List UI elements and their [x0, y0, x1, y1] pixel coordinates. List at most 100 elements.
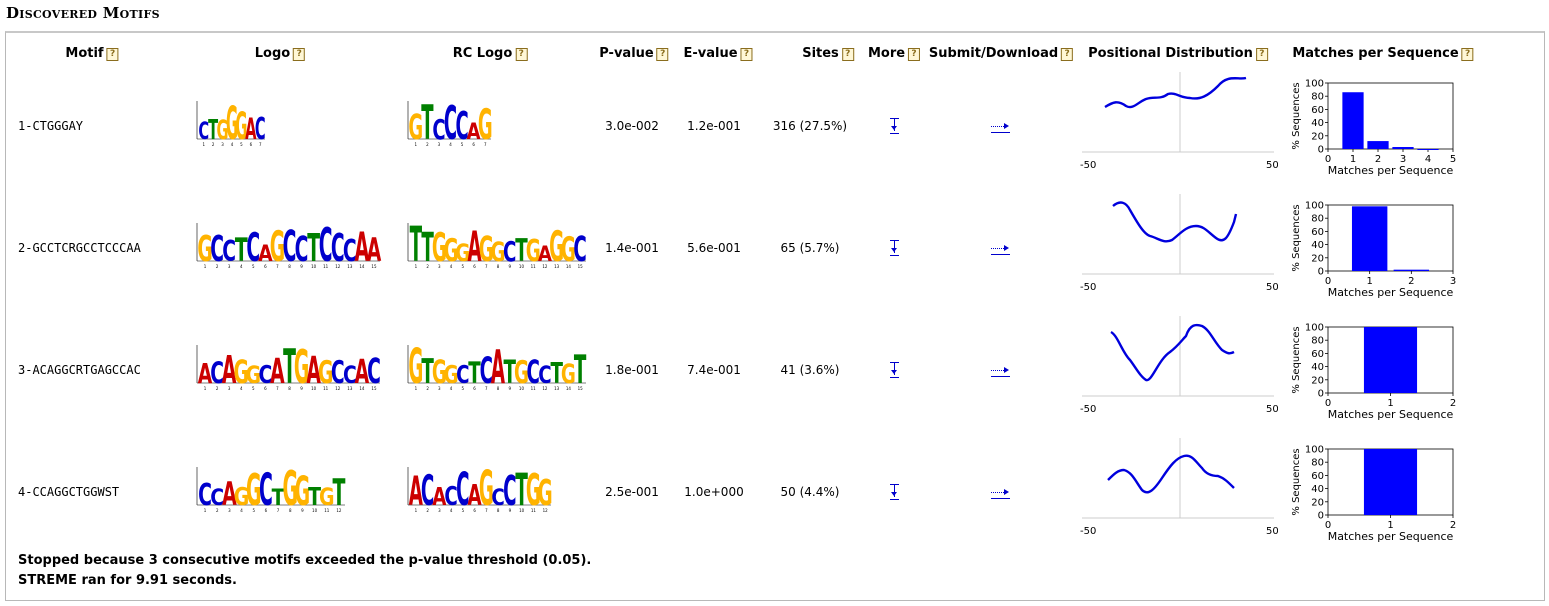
pvalue-cell: 1.8e-001: [605, 363, 659, 377]
help-icon[interactable]: ?: [1061, 48, 1074, 61]
motif-name[interactable]: 3-ACAGGCRTGAGCCAC: [18, 363, 141, 377]
mps-x-tick-label: 2: [1375, 154, 1381, 165]
submit-download-arrow-icon[interactable]: [991, 489, 1011, 501]
logo-position-label: 15: [578, 386, 584, 391]
sites-cell: 65 (5.7%): [780, 241, 840, 255]
logo-position-label: 10: [312, 508, 318, 513]
logo-position-label: 10: [311, 386, 317, 391]
logo-position-label: 14: [359, 264, 365, 269]
mps-y-tick-label: 100: [1305, 79, 1324, 90]
submit-download-arrow-icon[interactable]: [991, 123, 1011, 135]
logo-letter: G: [538, 472, 553, 514]
logo-letter: A: [222, 477, 237, 513]
motif-logo[interactable]: A1 C2 A3 G4 G5 C6 A7 T8 G9 A10 G11 C12 C13 A14 C15: [187, 341, 382, 393]
logo-position-label: 10: [519, 264, 525, 269]
header-more: More?: [868, 46, 921, 61]
logo-position-label: 3: [228, 386, 231, 391]
logo-letter: G: [217, 115, 229, 146]
logo-letter: C: [246, 225, 260, 271]
motif-name[interactable]: 4-CCAGGCTGGWST: [18, 485, 120, 499]
submit-download-arrow-icon[interactable]: [991, 245, 1011, 257]
logo-position-label: 1: [204, 264, 207, 269]
help-icon[interactable]: ?: [740, 48, 753, 61]
positional-distribution-plot: -50 50: [1080, 194, 1278, 293]
motif-name[interactable]: 1-CTGGGAY: [18, 119, 84, 133]
header-logo: Logo?: [255, 46, 306, 61]
mps-y-tick-label: 80: [1311, 336, 1324, 347]
logo-position-label: 7: [277, 508, 280, 513]
logo-letter: A: [222, 349, 237, 393]
logo-position-label: 8: [497, 386, 500, 391]
logo-position-label: 7: [485, 264, 488, 269]
logo-position-label: 13: [554, 264, 560, 269]
motif-name[interactable]: 2-GCCTCRGCCTCCCAA: [18, 241, 141, 255]
logo-position-label: 6: [250, 142, 253, 147]
logo-position-label: 2: [426, 386, 429, 391]
pd-max-label: 50: [1266, 526, 1278, 537]
mps-bar: [1363, 449, 1418, 515]
logo-position-label: 8: [288, 386, 291, 391]
logo-position-label: 12: [542, 386, 548, 391]
logo-letter: T: [283, 341, 296, 393]
mps-bar: [1363, 327, 1418, 393]
logo-letter: C: [210, 485, 224, 511]
logo-position-label: 5: [462, 386, 465, 391]
logo-letter: C: [526, 355, 539, 392]
logo-letter: G: [549, 222, 564, 271]
logo-letter: T: [468, 355, 481, 390]
help-icon[interactable]: ?: [1255, 48, 1268, 61]
evalue-cell: 7.4e-001: [687, 363, 741, 377]
logo-letter: C: [503, 235, 516, 268]
logo-letter: G: [491, 238, 506, 268]
logo-position-label: 1: [202, 142, 205, 147]
logo-letter: A: [409, 469, 423, 515]
mps-ylabel: % Sequences: [1291, 204, 1302, 271]
logo-letter: T: [504, 355, 516, 392]
logo-position-label: 5: [462, 264, 465, 269]
mps-y-tick-label: 60: [1311, 349, 1324, 360]
mps-bar: [1351, 206, 1388, 271]
submit-download-arrow-icon[interactable]: [991, 367, 1011, 379]
logo-letter: G: [234, 355, 249, 392]
logo-letter: A: [432, 483, 446, 511]
help-icon[interactable]: ?: [656, 48, 669, 61]
more-info-icon[interactable]: [888, 484, 900, 500]
logo-letter: G: [479, 463, 494, 515]
help-icon[interactable]: ?: [1461, 48, 1474, 61]
logo-letter: C: [343, 362, 357, 390]
logo-position-label: 2: [216, 264, 219, 269]
logo-position-label: 2: [216, 508, 219, 513]
logo-letter: A: [538, 240, 553, 266]
logo-position-label: 11: [324, 508, 330, 513]
logo-position-label: 9: [300, 386, 303, 391]
pd-min-label: -50: [1080, 526, 1096, 537]
logo-letter: T: [332, 471, 345, 514]
more-info-icon[interactable]: [888, 240, 900, 256]
footer-runtime: STREME ran for 9.91 seconds.: [18, 573, 237, 588]
logo-letter: C: [573, 230, 586, 270]
mps-y-tick-label: 20: [1311, 131, 1324, 142]
help-icon[interactable]: ?: [293, 48, 306, 61]
mps-y-tick-label: 0: [1318, 267, 1324, 278]
logo-letter: G: [526, 233, 541, 268]
motif-logo[interactable]: C1 T2 G3 G4 G5 A6 C7: [187, 97, 267, 149]
help-icon[interactable]: ?: [841, 48, 854, 61]
help-icon[interactable]: ?: [908, 48, 921, 61]
motif-rc-logo[interactable]: G1 T2 G3 G4 C5 T6 C7 A8 T9 G10 C11 C12 T13 G14 T15: [398, 341, 588, 393]
logo-position-label: 13: [347, 386, 353, 391]
logo-letter: A: [245, 114, 256, 147]
more-info-icon[interactable]: [888, 362, 900, 378]
logo-letter: C: [319, 219, 333, 271]
mps-bar: [1417, 149, 1439, 150]
pd-min-label: -50: [1080, 282, 1096, 293]
help-icon[interactable]: ?: [106, 48, 119, 61]
help-icon[interactable]: ?: [515, 48, 528, 61]
logo-position-label: 2: [216, 386, 219, 391]
more-info-icon[interactable]: [888, 118, 900, 134]
